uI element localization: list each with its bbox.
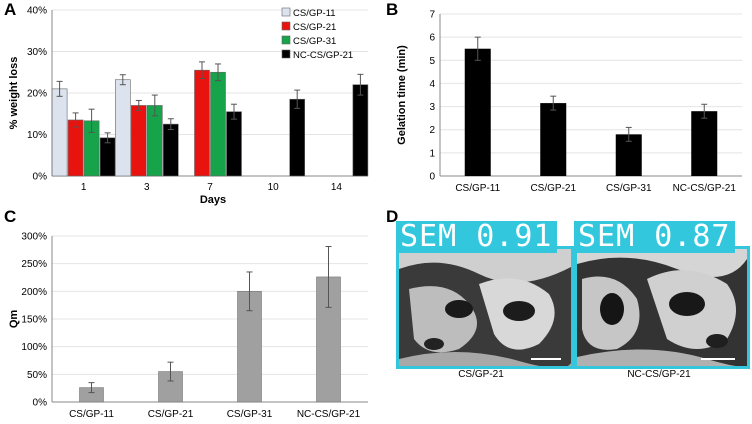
chart-b-ytick-label: 6 xyxy=(429,33,435,44)
chart-a-bar xyxy=(99,137,116,177)
chart-b-ytick-label: 2 xyxy=(429,125,435,136)
chart-b-ytick-label: 4 xyxy=(429,79,435,90)
chart-a-ytick-label: 0% xyxy=(33,172,48,183)
chart-b-bar xyxy=(464,48,491,176)
panel-c-letter: C xyxy=(4,207,17,226)
chart-c-ytick-label: 250% xyxy=(21,259,47,270)
chart-b: 0 1 2 3 4 5 6 7 Gelation time (min) CS/GP-11 CS/GP… xyxy=(396,10,742,194)
sem-texture-1 xyxy=(399,249,571,366)
chart-b-xtick-label: CS/GP-11 xyxy=(455,183,500,194)
chart-a-bar xyxy=(226,111,242,177)
chart-a-bar xyxy=(131,105,147,177)
chart-b-ytick-label: 3 xyxy=(429,102,435,113)
chart-a-bar xyxy=(51,88,68,177)
chart-a-legend-label: NC-CS/GP-21 xyxy=(293,50,353,61)
chart-c-ytick-label: 0% xyxy=(33,398,48,409)
chart-c: 0% 50% 100% 150% 200% 250% 300% Qm CS/GP-11 CS/GP… xyxy=(8,232,368,420)
chart-a-xtick-label: 1 xyxy=(81,182,87,193)
chart-a-legend-swatch xyxy=(281,49,291,59)
chart-b-ytick-label: 5 xyxy=(429,56,435,67)
chart-a-ylabel: % weight loss xyxy=(8,57,20,130)
chart-b-ytick-label: 7 xyxy=(429,10,435,21)
chart-c-xtick-label: CS/GP-21 xyxy=(148,409,194,420)
chart-a-bar xyxy=(194,69,210,177)
panel-b-letter: B xyxy=(386,0,399,19)
chart-c-xtick-label: NC-CS/GP-21 xyxy=(297,409,361,420)
chart-c-ytick-label: 200% xyxy=(21,287,47,298)
chart-a-bar xyxy=(163,123,179,177)
chart-b-xtick-label: CS/GP-31 xyxy=(606,183,652,194)
panel-a-letter: A xyxy=(4,0,17,19)
chart-a-xtick-label: 10 xyxy=(268,182,280,193)
chart-b-ytick-label: 1 xyxy=(429,148,435,159)
chart-c-xtick-label: CS/GP-11 xyxy=(69,409,114,420)
sem-caption-2: NC-CS/GP-21 xyxy=(627,369,691,380)
chart-a-legend-label: CS/GP-21 xyxy=(293,22,336,33)
chart-b-xtick-label: CS/GP-21 xyxy=(530,183,576,194)
sem-image-1 xyxy=(396,246,574,369)
sem-texture-2 xyxy=(577,249,747,366)
chart-c-ylabel: Qm xyxy=(8,310,20,329)
chart-a-legend-swatch xyxy=(281,21,291,31)
chart-a-legend-swatch xyxy=(281,35,291,45)
chart-a-legend-label: CS/GP-11 xyxy=(293,8,336,19)
sem-image-2 xyxy=(574,246,750,369)
chart-a-xtick-label: 3 xyxy=(144,182,150,193)
chart-a-ytick-label: 20% xyxy=(27,89,47,100)
chart-b-bar xyxy=(540,103,567,176)
chart-a-xlabel: Days xyxy=(200,194,226,206)
sem-caption-1: CS/GP-21 xyxy=(458,369,504,380)
scale-bar-2 xyxy=(701,358,735,360)
chart-c-ytick-label: 300% xyxy=(21,232,47,243)
sem-score-2: SEM 0.87 xyxy=(574,221,735,253)
chart-a-bar xyxy=(210,71,226,177)
chart-a-ytick-label: 40% xyxy=(27,6,47,17)
chart-b-ylabel: Gelation time (min) xyxy=(396,45,408,145)
chart-b-ytick-label: 0 xyxy=(429,172,435,183)
chart-a-bar xyxy=(289,98,306,177)
chart-a-ytick-label: 30% xyxy=(27,47,47,58)
chart-a-xtick-label: 7 xyxy=(207,182,213,193)
chart-c-ytick-label: 50% xyxy=(27,370,47,381)
chart-a-xtick-label: 14 xyxy=(331,182,343,193)
chart-c-ytick-label: 100% xyxy=(21,342,47,353)
chart-c-xtick-label: CS/GP-31 xyxy=(227,409,273,420)
chart-a-bar xyxy=(67,119,84,177)
chart-b-bar xyxy=(691,111,718,176)
chart-a-bar xyxy=(115,79,131,177)
chart-a-legend-swatch xyxy=(281,7,291,17)
sem-score-1: SEM 0.91 xyxy=(396,221,557,253)
chart-b-xtick-label: NC-CS/GP-21 xyxy=(673,183,737,194)
panel-d-letter: D xyxy=(386,207,399,226)
chart-a-ytick-label: 10% xyxy=(27,130,47,141)
chart-a-legend-label: CS/GP-31 xyxy=(293,36,336,47)
chart-a: 0% 10% 20% 30% 40% % weight loss 1 3 7 10 14 Days CS… xyxy=(8,6,369,206)
scale-bar-1 xyxy=(531,358,561,360)
chart-c-ytick-label: 150% xyxy=(21,315,47,326)
chart-a-bar xyxy=(352,84,369,177)
